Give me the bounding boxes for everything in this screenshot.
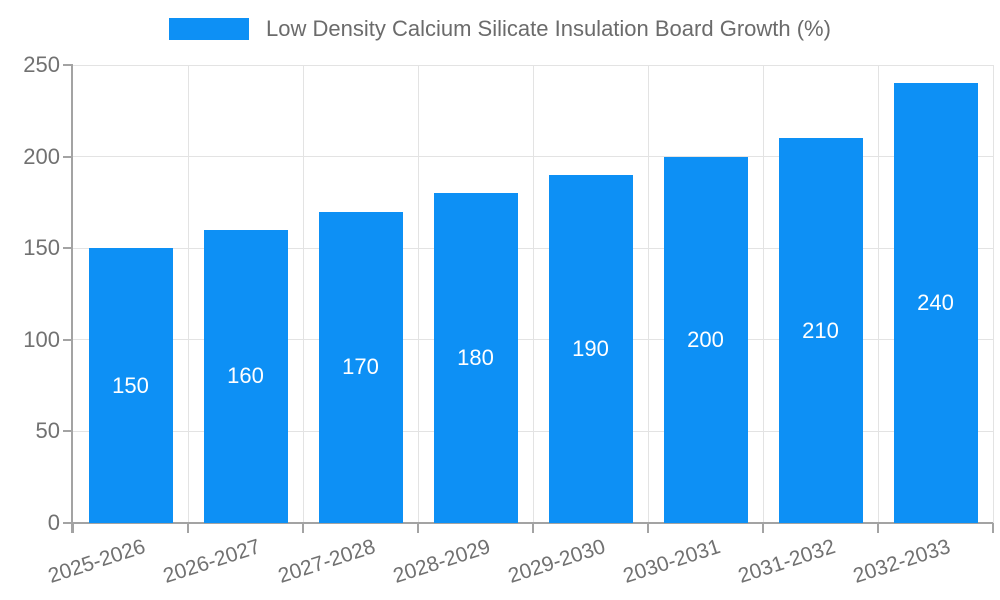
bar[interactable] — [433, 193, 518, 523]
bar-value-label: 200 — [687, 326, 724, 352]
legend-label: Low Density Calcium Silicate Insulation … — [266, 16, 831, 41]
y-tick-mark — [63, 430, 73, 433]
x-tick-mark — [72, 523, 74, 533]
y-axis-tick-label: 150 — [23, 235, 60, 261]
x-tick-mark — [302, 523, 304, 533]
bar-value-label: 160 — [227, 363, 264, 389]
y-tick-mark — [63, 64, 73, 66]
y-axis-tick-label: 250 — [23, 52, 60, 77]
bar[interactable] — [203, 229, 288, 523]
bar-value-label: 240 — [917, 290, 954, 316]
x-tick-mark — [647, 523, 649, 533]
x-gridline — [417, 65, 419, 523]
x-tick-mark — [877, 523, 879, 533]
bar[interactable] — [318, 211, 403, 523]
x-gridline — [877, 65, 879, 523]
bar-value-label: 180 — [457, 345, 494, 371]
x-gridline — [302, 65, 304, 523]
bar[interactable] — [778, 138, 863, 523]
x-tick-mark — [187, 523, 189, 533]
x-gridline — [647, 65, 649, 523]
x-gridline — [532, 65, 534, 523]
x-tick-mark — [762, 523, 764, 533]
bar-value-label: 150 — [112, 372, 149, 398]
bar[interactable] — [548, 174, 633, 523]
y-axis-tick-label: 100 — [23, 326, 60, 352]
x-axis-line — [71, 522, 993, 524]
x-tick-mark — [992, 523, 994, 533]
x-gridline — [762, 65, 764, 523]
y-axis-line — [71, 65, 73, 533]
x-tick-mark — [417, 523, 419, 533]
y-axis-tick-label: 50 — [35, 418, 60, 444]
bar[interactable] — [663, 156, 748, 523]
bar[interactable] — [893, 83, 978, 523]
y-tick-mark — [63, 338, 73, 341]
legend-swatch — [169, 18, 250, 40]
x-gridline — [992, 65, 994, 523]
y-tick-mark — [63, 522, 73, 524]
y-tick-mark — [63, 247, 73, 250]
y-tick-mark — [63, 155, 73, 158]
y-axis-tick-label: 200 — [23, 143, 60, 169]
bar-value-label: 210 — [802, 317, 839, 343]
bar-value-label: 170 — [342, 354, 379, 380]
bar-value-label: 190 — [572, 335, 609, 361]
x-tick-mark — [532, 523, 534, 533]
legend[interactable]: Low Density Calcium Silicate Insulation … — [0, 16, 1000, 42]
bar[interactable] — [88, 248, 173, 523]
y-axis-tick-label: 0 — [47, 510, 60, 535]
x-gridline — [187, 65, 189, 523]
